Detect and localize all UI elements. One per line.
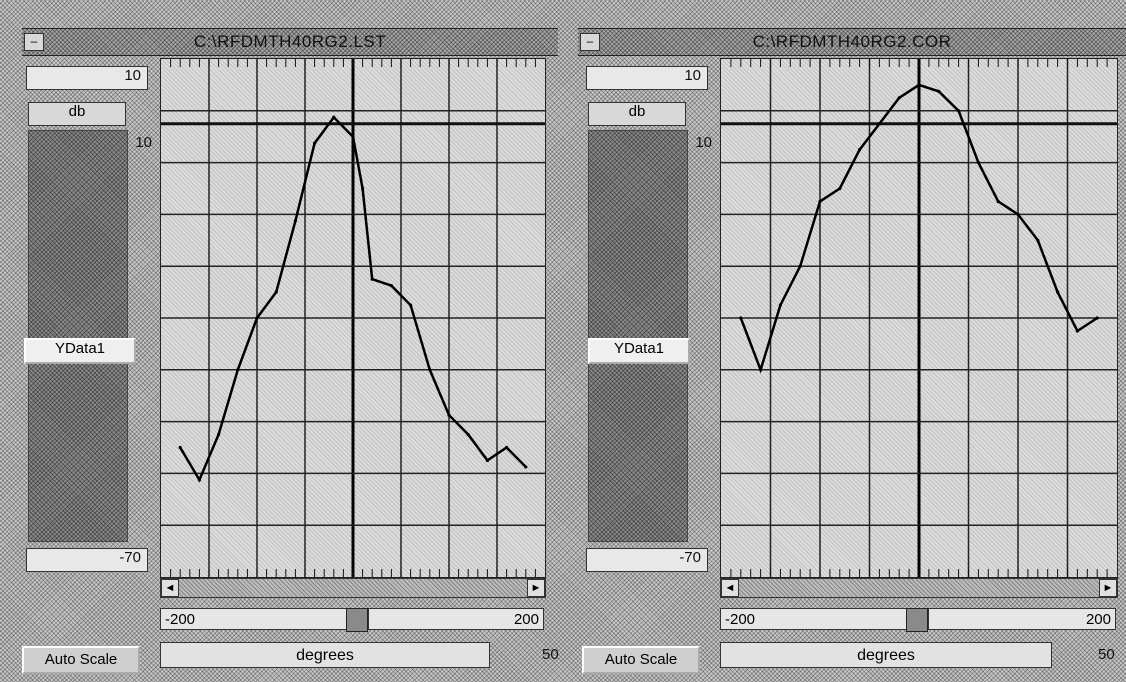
y-tick-top-label: 10 <box>695 134 712 151</box>
y-max-field[interactable]: 10 <box>586 66 708 90</box>
data-point <box>466 432 470 437</box>
y-min-value: -70 <box>119 549 141 566</box>
x-scrollbar[interactable]: ◄ ► <box>160 578 546 598</box>
ydata-select-button[interactable]: YData1 <box>24 338 136 364</box>
y-max-field[interactable]: 10 <box>26 66 148 90</box>
y-unit-label: db <box>628 103 646 120</box>
data-point <box>217 432 221 437</box>
data-point <box>818 199 822 204</box>
ydata-label: YData1 <box>613 340 665 357</box>
auto-scale-label: Auto Scale <box>604 651 678 668</box>
data-point <box>858 148 862 152</box>
data-point <box>877 122 881 126</box>
y-scale-slider[interactable] <box>588 130 688 542</box>
x-range-thumb[interactable] <box>906 608 928 632</box>
y-min-field[interactable]: -70 <box>586 548 708 572</box>
auto-scale-button[interactable]: Auto Scale <box>582 646 700 674</box>
data-point <box>996 199 1000 204</box>
y-tick-top-label: 10 <box>135 134 152 151</box>
ydata-label: YData1 <box>54 340 106 357</box>
y-max-value: 10 <box>684 67 701 84</box>
data-point <box>255 316 259 320</box>
x-unit-label: degrees <box>296 647 354 664</box>
y-unit-field[interactable]: db <box>588 102 686 126</box>
x-unit-label: degrees <box>857 647 915 664</box>
x-scrollbar[interactable]: ◄ ► <box>720 578 1118 598</box>
y-max-value: 10 <box>124 67 141 84</box>
data-point <box>370 277 374 281</box>
data-point <box>838 186 842 191</box>
system-menu-icon[interactable]: – <box>24 33 44 51</box>
data-point <box>1095 316 1099 320</box>
x-max-value: 200 <box>1085 611 1111 628</box>
ydata-select-button[interactable]: YData1 <box>588 338 690 364</box>
chart-svg <box>161 59 545 577</box>
data-point <box>178 445 182 450</box>
data-point <box>351 135 355 139</box>
data-point <box>332 115 336 119</box>
data-point <box>897 96 901 100</box>
x-max-field[interactable]: 200 <box>368 608 544 630</box>
data-point <box>1075 329 1079 333</box>
data-point <box>957 109 961 113</box>
window-title: C:\RFDMTH40RG2.LST <box>193 32 387 51</box>
chart-svg <box>721 59 1117 577</box>
x-min-field[interactable]: -200 <box>160 608 348 630</box>
point-count: 50 <box>542 646 559 663</box>
data-point <box>1056 290 1060 294</box>
x-range-thumb[interactable] <box>346 608 368 632</box>
x-max-value: 200 <box>513 611 539 628</box>
plot-window-1: – C:\RFDMTH40RG2.LST 10 db YData1 -70 10… <box>22 0 559 682</box>
x-unit-field[interactable]: degrees <box>720 642 1052 668</box>
data-point <box>447 413 451 417</box>
y-unit-label: db <box>68 103 86 120</box>
window-titlebar[interactable]: – C:\RFDMTH40RG2.COR <box>578 28 1126 56</box>
system-menu-icon[interactable]: – <box>580 33 600 51</box>
data-point <box>409 303 413 307</box>
x-unit-field[interactable]: degrees <box>160 642 490 668</box>
series-line <box>179 115 527 483</box>
x-min-value: -200 <box>725 611 756 628</box>
y-min-value: -70 <box>679 549 701 566</box>
y-unit-field[interactable]: db <box>28 102 126 126</box>
data-point <box>389 284 393 288</box>
y-min-field[interactable]: -70 <box>26 548 148 572</box>
y-scale-slider[interactable] <box>28 130 128 542</box>
data-point <box>197 478 201 482</box>
data-point <box>778 303 782 307</box>
point-count: 50 <box>1098 646 1115 663</box>
data-point <box>937 89 941 93</box>
data-point <box>293 219 297 223</box>
scroll-left-icon[interactable]: ◄ <box>721 579 739 597</box>
data-point <box>524 465 528 469</box>
data-point <box>236 368 240 372</box>
window-titlebar[interactable]: – C:\RFDMTH40RG2.LST <box>22 28 558 56</box>
data-point <box>313 141 317 145</box>
data-point <box>1036 238 1040 242</box>
scroll-right-icon[interactable]: ► <box>527 579 545 597</box>
data-point <box>428 368 432 372</box>
auto-scale-button[interactable]: Auto Scale <box>22 646 140 674</box>
plot-area[interactable] <box>160 58 546 578</box>
auto-scale-label: Auto Scale <box>44 651 118 668</box>
data-point <box>976 161 980 165</box>
scroll-right-icon[interactable]: ► <box>1099 579 1117 597</box>
x-max-field[interactable]: 200 <box>928 608 1116 630</box>
data-point <box>759 368 763 372</box>
data-point <box>739 316 743 320</box>
data-point <box>798 264 802 268</box>
data-point <box>505 445 509 450</box>
x-min-value: -200 <box>165 611 196 628</box>
data-point <box>485 458 489 463</box>
data-point <box>917 83 921 87</box>
window-title: C:\RFDMTH40RG2.COR <box>752 32 952 51</box>
data-point <box>1016 212 1020 216</box>
scroll-left-icon[interactable]: ◄ <box>161 579 179 597</box>
data-point <box>274 290 278 294</box>
x-min-field[interactable]: -200 <box>720 608 908 630</box>
data-point <box>361 186 365 191</box>
plot-window-2: – C:\RFDMTH40RG2.COR 10 db YData1 -70 10… <box>578 0 1126 682</box>
plot-area[interactable] <box>720 58 1118 578</box>
